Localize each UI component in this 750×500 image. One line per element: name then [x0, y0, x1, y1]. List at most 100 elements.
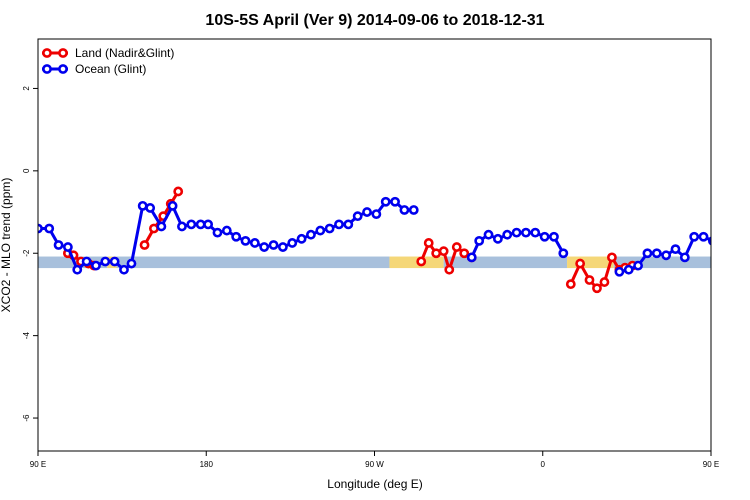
data-point — [679, 252, 690, 263]
data-point — [268, 240, 279, 250]
data-point — [558, 248, 569, 259]
legend-swatch-point — [42, 64, 52, 74]
data-point — [530, 227, 541, 238]
data-point — [109, 256, 120, 267]
legend-label: Ocean (Glint) — [75, 62, 146, 76]
x-tick-label: 90 E — [30, 460, 46, 469]
data-point — [474, 235, 485, 246]
plot-frame — [37, 38, 712, 452]
data-point — [315, 225, 326, 236]
data-point — [399, 205, 410, 215]
x-tick-label: 90 W — [365, 460, 384, 469]
data-point — [584, 275, 595, 285]
band-segment-5 — [567, 256, 614, 269]
data-point — [91, 260, 101, 271]
data-point — [137, 200, 148, 211]
data-point — [240, 235, 251, 246]
y-axis-label: XCO2 - MLO trend (ppm) — [0, 178, 13, 313]
data-point — [390, 196, 400, 207]
x-axis-label: Longitude (deg E) — [327, 477, 422, 491]
data-point — [306, 229, 316, 240]
data-point — [483, 229, 494, 240]
data-point — [549, 231, 559, 242]
y-axis-ticks: 2 0 -2 -4 -6 — [22, 86, 38, 422]
data-point — [380, 196, 391, 207]
data-point — [502, 229, 513, 240]
y-tick-label: -6 — [22, 414, 31, 422]
legend: Land (Nadir&Glint) Ocean (Glint) — [42, 46, 174, 76]
x-axis-ticks: 90 E 180 90 W 0 90 E — [30, 451, 719, 469]
data-point — [119, 264, 129, 275]
data-point — [698, 231, 709, 242]
data-point — [451, 242, 462, 252]
x-tick-label: 90 E — [703, 460, 719, 469]
data-point — [44, 223, 55, 234]
data-point — [221, 225, 232, 236]
y-tick-label: -2 — [22, 249, 31, 257]
data-point — [177, 221, 187, 232]
data-point — [416, 256, 427, 267]
series-layer — [38, 186, 750, 294]
data-point — [149, 223, 159, 234]
data-point — [139, 240, 150, 250]
data-point — [607, 252, 617, 263]
data-point — [642, 248, 653, 259]
data-point — [492, 233, 503, 244]
data-point — [466, 252, 477, 263]
data-point — [81, 256, 92, 267]
data-point — [444, 264, 455, 275]
x-tick-label: 0 — [541, 460, 546, 469]
data-point — [362, 207, 372, 217]
data-point — [277, 242, 288, 252]
data-point — [126, 258, 137, 269]
data-point — [431, 248, 442, 259]
data-point — [249, 238, 260, 248]
data-point — [63, 242, 73, 252]
data-point — [670, 244, 681, 255]
data-point — [324, 223, 335, 234]
data-point — [623, 264, 634, 275]
data-point — [53, 240, 64, 250]
data-point — [614, 266, 625, 277]
data-point — [371, 209, 382, 219]
legend-swatch-point — [42, 48, 52, 58]
data-point — [72, 264, 83, 275]
data-point — [287, 238, 298, 248]
data-point — [575, 258, 586, 269]
data-point — [689, 231, 700, 242]
data-point — [156, 221, 167, 232]
legend-swatch-point — [58, 64, 68, 74]
data-point — [707, 236, 711, 246]
data-point — [352, 211, 363, 222]
data-point — [212, 227, 223, 238]
data-point — [459, 248, 470, 259]
data-point — [539, 231, 550, 242]
data-point — [661, 250, 672, 261]
data-point — [651, 248, 662, 259]
data-point — [565, 279, 576, 290]
chart-title: 10S-5S April (Ver 9) 2014-09-06 to 2018-… — [205, 12, 544, 29]
data-point — [167, 200, 178, 211]
data-point — [100, 256, 111, 267]
data-point — [521, 227, 531, 238]
band-segment-2 — [116, 256, 390, 269]
data-point — [186, 219, 197, 230]
data-point — [438, 246, 449, 257]
legend-item-0: Land (Nadir&Glint) — [42, 46, 174, 60]
data-point — [259, 242, 270, 252]
data-point — [737, 241, 744, 248]
series-1 — [38, 196, 750, 277]
band-segment-6 — [613, 256, 711, 269]
data-point — [296, 233, 307, 244]
data-point — [719, 225, 726, 232]
data-point — [195, 219, 206, 230]
y-tick-label: 0 — [22, 168, 31, 173]
y-tick-label: 2 — [22, 86, 31, 91]
legend-item-1: Ocean (Glint) — [42, 62, 146, 76]
data-point — [511, 227, 522, 238]
y-tick-label: -4 — [22, 332, 31, 340]
data-point — [747, 243, 750, 250]
data-point — [728, 225, 735, 232]
data-point — [231, 231, 242, 242]
